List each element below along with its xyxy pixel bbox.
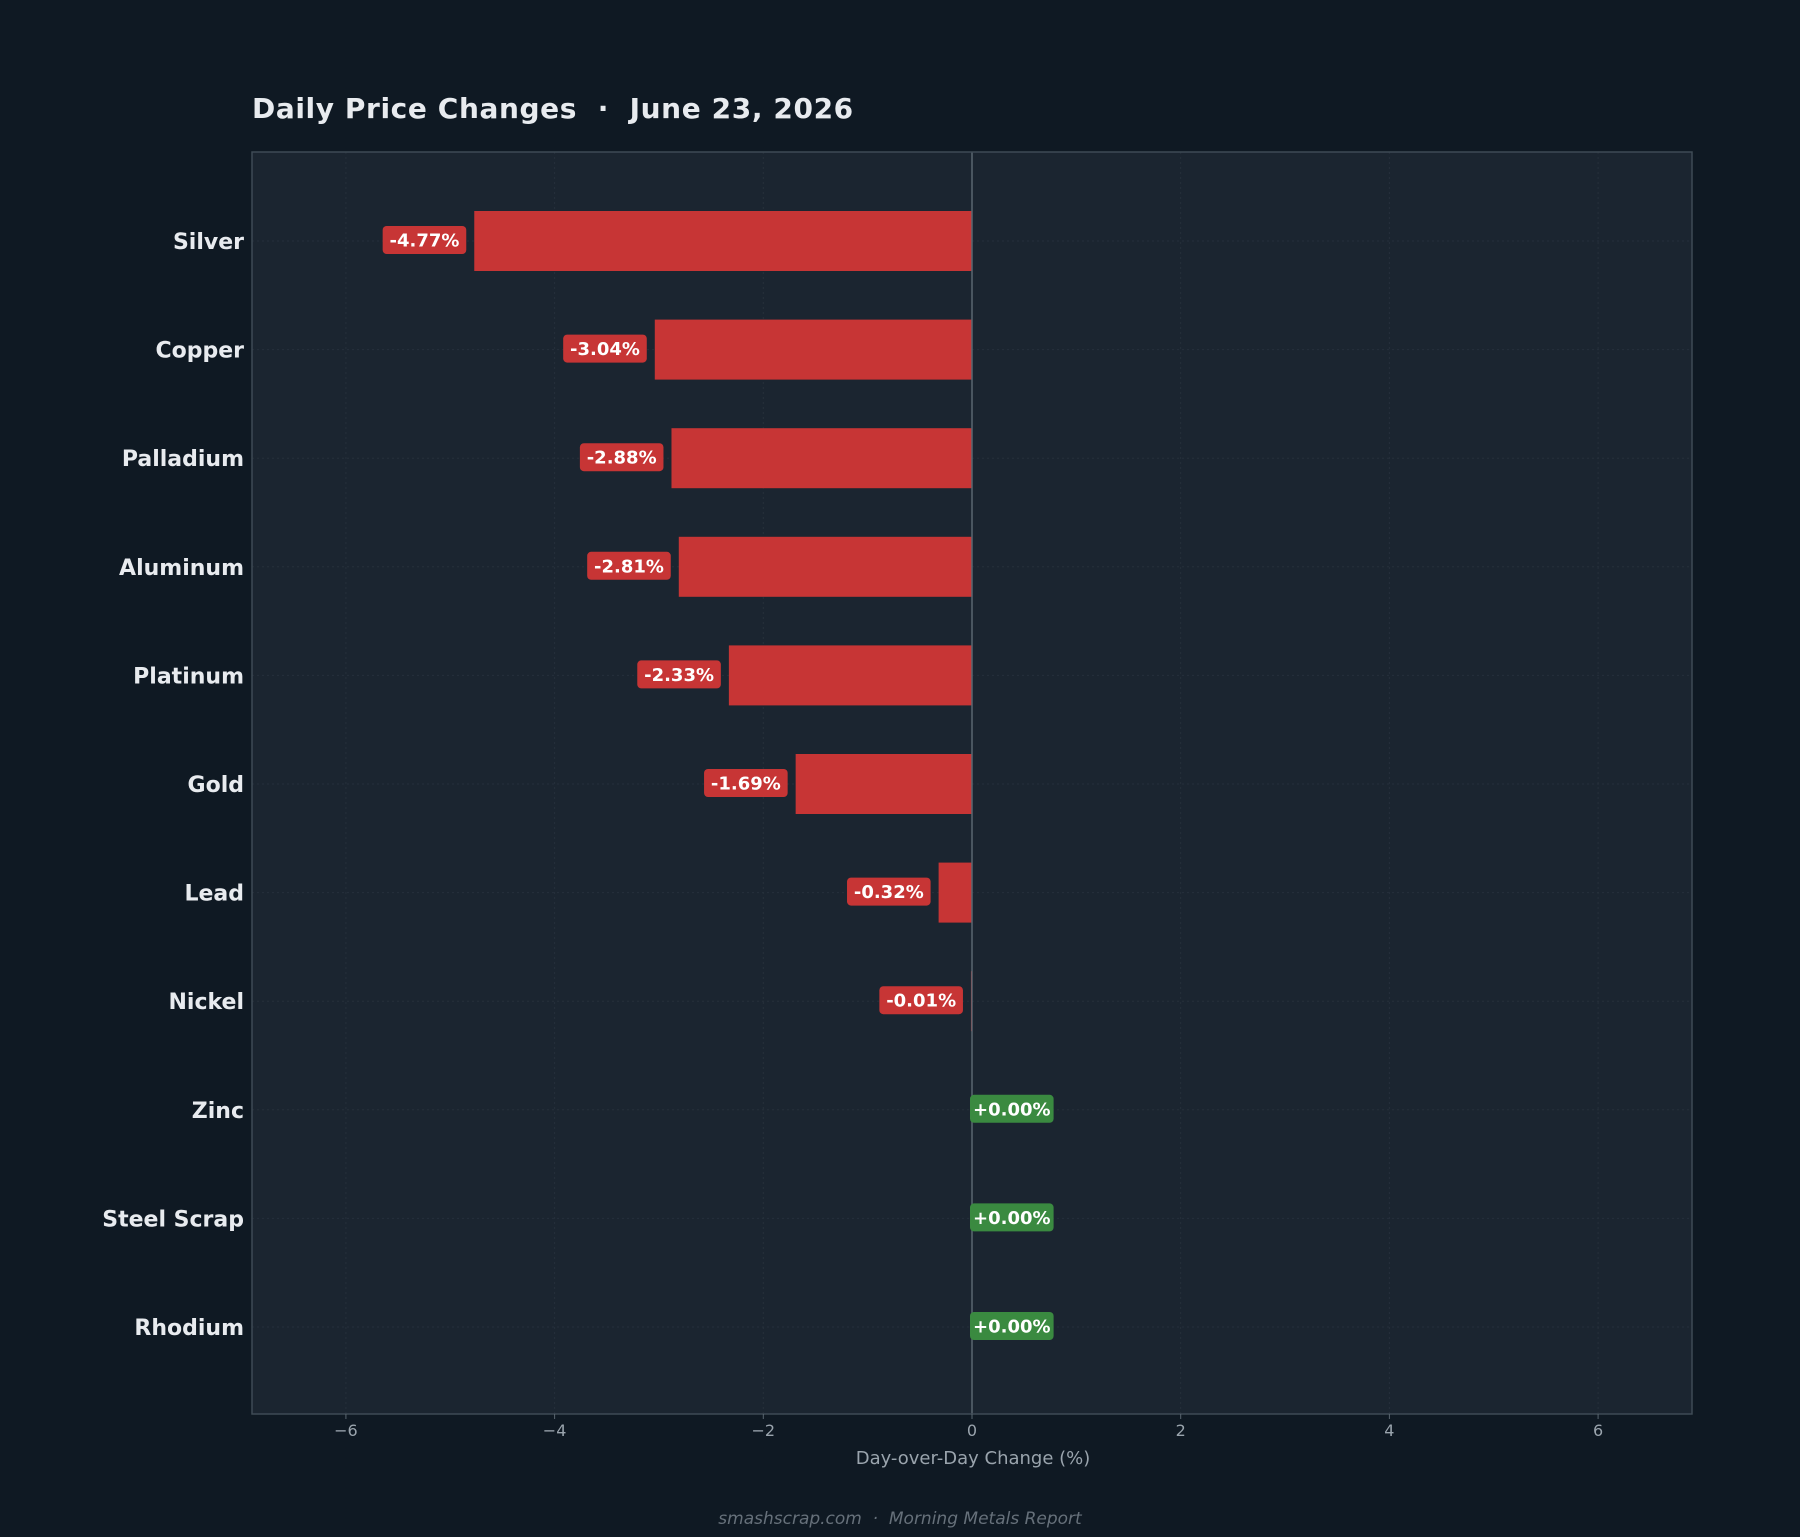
data-label: -2.81% — [594, 556, 664, 577]
x-tick-label: 2 — [1176, 1421, 1186, 1440]
x-tick-label: −6 — [334, 1421, 358, 1440]
data-label: +0.00% — [973, 1099, 1051, 1120]
category-label: Aluminum — [119, 556, 244, 581]
data-label: -2.33% — [644, 665, 714, 686]
category-label: Rhodium — [134, 1316, 244, 1341]
category-label: Lead — [184, 882, 244, 907]
data-label: -4.77% — [389, 231, 459, 252]
data-label-badge — [970, 1094, 1054, 1123]
bar-aluminum — [678, 536, 972, 597]
category-label: Nickel — [169, 990, 245, 1015]
category-label: Copper — [155, 339, 244, 364]
data-label-badge — [970, 1312, 1054, 1340]
category-label: Silver — [173, 230, 244, 255]
data-label-badge — [587, 551, 671, 580]
x-tick-label: 4 — [1384, 1421, 1394, 1440]
category-label: Palladium — [122, 447, 244, 472]
bar-palladium — [671, 428, 972, 489]
bar-copper — [654, 319, 972, 380]
data-label: -3.04% — [570, 339, 640, 360]
data-label-badge — [847, 877, 931, 906]
data-label-badge — [382, 226, 467, 254]
x-tick-label: −4 — [543, 1421, 567, 1440]
category-label: Gold — [188, 773, 244, 798]
data-label-badge — [970, 1203, 1054, 1232]
data-label-badge — [637, 660, 721, 689]
category-label: Zinc — [192, 1099, 244, 1124]
x-axis-title: Day-over-Day Change (%) — [856, 1448, 1091, 1469]
x-tick-label: 6 — [1593, 1421, 1603, 1440]
bar-gold — [795, 754, 972, 814]
data-label: +0.00% — [973, 1317, 1051, 1338]
data-label: -0.32% — [854, 882, 924, 903]
bar-platinum — [728, 645, 972, 706]
data-label: -1.69% — [711, 774, 781, 795]
data-label-badge — [579, 443, 664, 472]
footer-credit: smashscrap.com · Morning Metals Report — [718, 1509, 1082, 1529]
data-label-badge — [704, 769, 788, 797]
category-label: Platinum — [133, 664, 244, 689]
data-label-badge — [563, 334, 647, 363]
data-label: -0.01% — [886, 991, 956, 1012]
bar-silver — [474, 211, 972, 271]
data-label-badge — [879, 986, 963, 1015]
category-label: Steel Scrap — [102, 1207, 244, 1232]
x-tick-label: 0 — [967, 1421, 977, 1440]
x-tick-label: −2 — [752, 1421, 776, 1440]
data-label: -2.88% — [587, 448, 657, 469]
data-label: +0.00% — [973, 1208, 1051, 1229]
bar-lead — [938, 862, 972, 923]
chart-title: Daily Price Changes · June 23, 2026 — [252, 92, 854, 125]
